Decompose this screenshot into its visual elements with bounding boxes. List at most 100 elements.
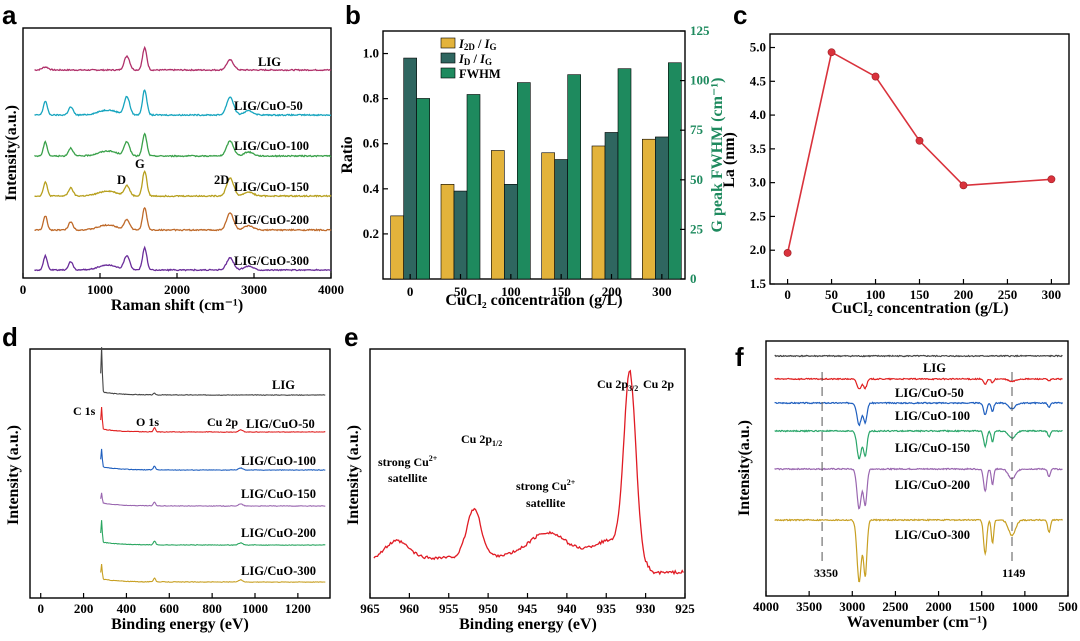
panel-f: f 4000 3500 3000 2500 2000 1500 1000 500 LIG LI…	[735, 340, 1078, 631]
raman-curve-0	[34, 45, 332, 72]
xps-survey-curve-2	[100, 448, 326, 471]
bar-1-0	[403, 57, 417, 280]
legend-a-CuO-150: LIG/CuO-150	[234, 180, 309, 194]
annot-Cu2p12: Cu 2p1/2	[461, 432, 502, 448]
la-point-5	[1047, 175, 1056, 184]
la-point-1	[827, 48, 836, 57]
legend-f-CuO-300: LIG/CuO-300	[895, 528, 970, 542]
panel-a-frame	[22, 27, 332, 279]
y-axis-label-b-right: G peak FWHM (cm⁻¹)	[709, 78, 726, 233]
xtick-label-d-5: 1000	[242, 601, 268, 616]
xtick-label-f-1: 3500	[796, 599, 822, 614]
ytick-label-b-right-4: 100	[690, 73, 710, 88]
xtick-label-d-0: 0	[37, 601, 44, 616]
panel-b: b 0 50 100 150 200 300 0.2 0.4 0.6 0.8 1.0 0 25 50 75 1…	[339, 0, 726, 309]
bar-0-0	[390, 215, 404, 280]
ftir-curve-2	[774, 401, 1063, 427]
peak-label-Cu2p: Cu 2p	[207, 415, 238, 429]
ytick-label-c-1: 2.0	[750, 242, 766, 257]
xtick-label-e-2: 955	[439, 601, 459, 616]
xtick-label-e-3: 950	[478, 601, 498, 616]
ytick-label-b-2: 0.6	[363, 136, 380, 151]
bar-1-1	[453, 190, 468, 280]
raman-curve-4	[34, 206, 332, 232]
x-axis-label-e: Binding energy (eV)	[459, 616, 597, 633]
bar-1-2	[504, 184, 518, 280]
ytick-label-c-2: 2.5	[750, 208, 767, 223]
panel-c-frame	[769, 33, 1070, 285]
raman-curve-3	[34, 170, 332, 198]
ytick-label-b-3: 0.8	[363, 91, 380, 106]
xtick-label-c-1: 50	[825, 287, 838, 302]
bar-0-5	[642, 138, 656, 280]
panel-b-letter: b	[345, 0, 361, 30]
bar-0-4	[591, 145, 606, 280]
xps-survey-curve-3	[100, 492, 326, 507]
xtick-label-b-4: 200	[602, 284, 622, 299]
peak-label-O1s: O 1s	[136, 415, 159, 429]
bar-1-4	[604, 132, 619, 280]
legend-a-CuO-50: LIG/CuO-50	[234, 99, 303, 113]
panel-b-frame	[382, 30, 686, 280]
legend-swatch-ID-IG	[440, 52, 456, 64]
xtick-label-a-3: 3000	[241, 282, 267, 297]
x-axis-label-a: Raman shift (cm⁻¹)	[111, 297, 243, 314]
xtick-label-c-2: 100	[866, 287, 886, 302]
xtick-label-c-6: 300	[1042, 287, 1062, 302]
ftir-curve-3	[774, 429, 1063, 460]
xps-survey-curve-0	[100, 347, 326, 396]
xps-survey-curve-5	[100, 564, 326, 583]
peak-label-2D: 2D	[214, 173, 229, 187]
legend-a-CuO-200: LIG/CuO-200	[234, 213, 309, 227]
bar-0-1	[440, 184, 455, 280]
legend-swatch-FWHM	[440, 67, 456, 79]
y-axis-label-b: Ratio	[339, 136, 356, 173]
ytick-label-b-right-5: 125	[690, 23, 710, 38]
ytick-label-b-right-3: 75	[690, 122, 704, 137]
xtick-label-e-6: 935	[597, 601, 617, 616]
marker-label-3350: 3350	[814, 566, 838, 580]
annot-satellite-1-line2: satellite	[388, 471, 428, 485]
xtick-label-d-6: 1200	[285, 601, 311, 616]
legend-a-LIG: LIG	[258, 55, 281, 69]
panel-f-frame	[765, 340, 1069, 597]
legend-label-ID-IG: ID / IG	[458, 52, 492, 67]
xtick-label-b-5: 300	[652, 284, 672, 299]
x-axis-label-b: CuCl₂ concentration (g/L)	[445, 292, 622, 309]
bar-1-5	[655, 136, 669, 280]
legend-a-CuO-100: LIG/CuO-100	[234, 139, 309, 153]
legend-label-FWHM: FWHM	[459, 67, 501, 81]
la-line	[786, 50, 1052, 254]
xps-survey-curve-1	[100, 406, 326, 433]
panel-d-frame	[29, 348, 331, 599]
ytick-label-b-1: 0.4	[363, 181, 380, 196]
legend-f-CuO-200: LIG/CuO-200	[895, 478, 970, 492]
legend-f-CuO-150: LIG/CuO-150	[895, 441, 970, 455]
xps-survey-curve-4	[100, 520, 326, 546]
x-axis-label-f: Wavenumber (cm⁻¹)	[847, 614, 987, 631]
ftir-curve-1	[774, 377, 1063, 390]
y-axis-label-e: Intensity (a.u.)	[345, 425, 362, 525]
xtick-label-f-0: 4000	[753, 599, 779, 614]
xtick-label-b-0: 0	[407, 284, 414, 299]
xtick-label-e-1: 960	[400, 601, 420, 616]
x-axis-label-d: Binding energy (eV)	[111, 616, 249, 633]
xtick-label-d-3: 600	[160, 601, 180, 616]
bar-2-0	[416, 98, 430, 280]
panel-a-letter: a	[2, 0, 17, 30]
title-e-Cu2p: Cu 2p	[643, 377, 674, 391]
bar-2-3	[567, 74, 581, 280]
ytick-label-c-5: 4.0	[750, 107, 766, 122]
xtick-label-d-1: 200	[74, 601, 94, 616]
xtick-label-f-3: 2500	[882, 599, 908, 614]
panel-d: d 0 200 400 600 800 1000 1200 LIG LIG/CuO-50 L…	[2, 322, 331, 633]
xtick-label-e-0: 965	[360, 601, 380, 616]
bar-2-5	[668, 62, 682, 280]
panel-e: e 965 960 955 950 945 940 935 930 925 Cu 2p Cu 2…	[344, 322, 695, 633]
la-point-3	[915, 136, 924, 145]
xtick-label-c-3: 150	[910, 287, 930, 302]
legend-d-CuO-200: LIG/CuO-200	[241, 526, 316, 540]
ytick-label-c-0: 1.5	[750, 276, 767, 291]
